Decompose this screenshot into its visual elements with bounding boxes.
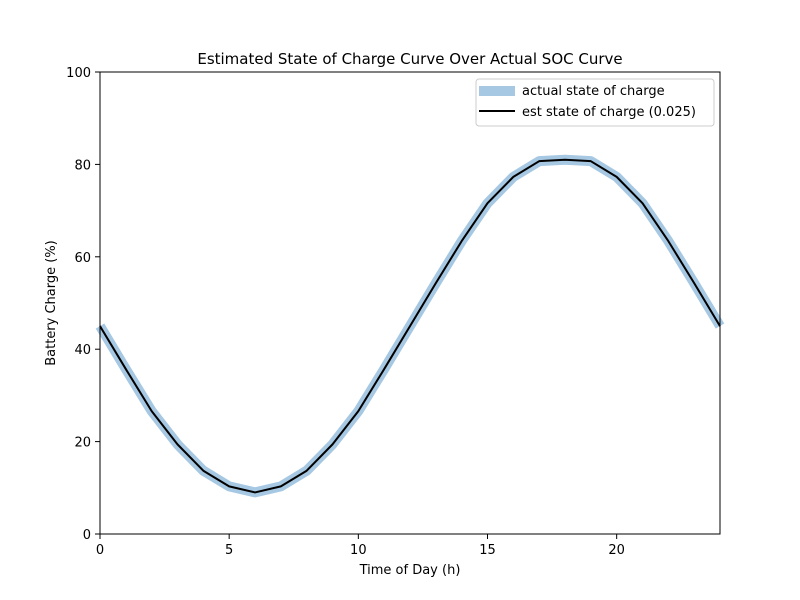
y-tick-label: 0 bbox=[83, 528, 91, 543]
y-tick-label: 20 bbox=[74, 436, 91, 451]
y-axis-label: Battery Charge (%) bbox=[44, 240, 59, 366]
x-tick-label: 20 bbox=[608, 543, 625, 558]
x-tick-label: 0 bbox=[96, 543, 104, 558]
y-tick-label: 80 bbox=[74, 158, 91, 173]
y-tick-label: 100 bbox=[66, 66, 91, 81]
plot-area bbox=[95, 71, 725, 535]
legend-box bbox=[475, 78, 715, 127]
x-tick-label: 15 bbox=[479, 543, 496, 558]
x-tick-label: 5 bbox=[225, 543, 233, 558]
chart-title: Estimated State of Charge Curve Over Act… bbox=[197, 50, 622, 68]
series-layer bbox=[95, 154, 725, 498]
legend-label-actual: actual state of charge bbox=[522, 84, 665, 99]
x-tick-label: 10 bbox=[350, 543, 367, 558]
legend: actual state of charge est state of char… bbox=[475, 78, 715, 127]
x-axis: 0 5 10 15 20 bbox=[96, 534, 625, 558]
y-tick-label: 40 bbox=[74, 343, 91, 358]
y-tick-label: 60 bbox=[74, 251, 91, 266]
y-axis: 0 20 40 60 80 100 bbox=[66, 66, 100, 543]
legend-label-est: est state of charge (0.025) bbox=[522, 105, 696, 120]
series-line-estimated bbox=[99, 158, 721, 494]
plot-frame bbox=[99, 71, 721, 535]
legend-swatch-actual bbox=[479, 86, 515, 96]
x-axis-label: Time of Day (h) bbox=[359, 563, 461, 578]
